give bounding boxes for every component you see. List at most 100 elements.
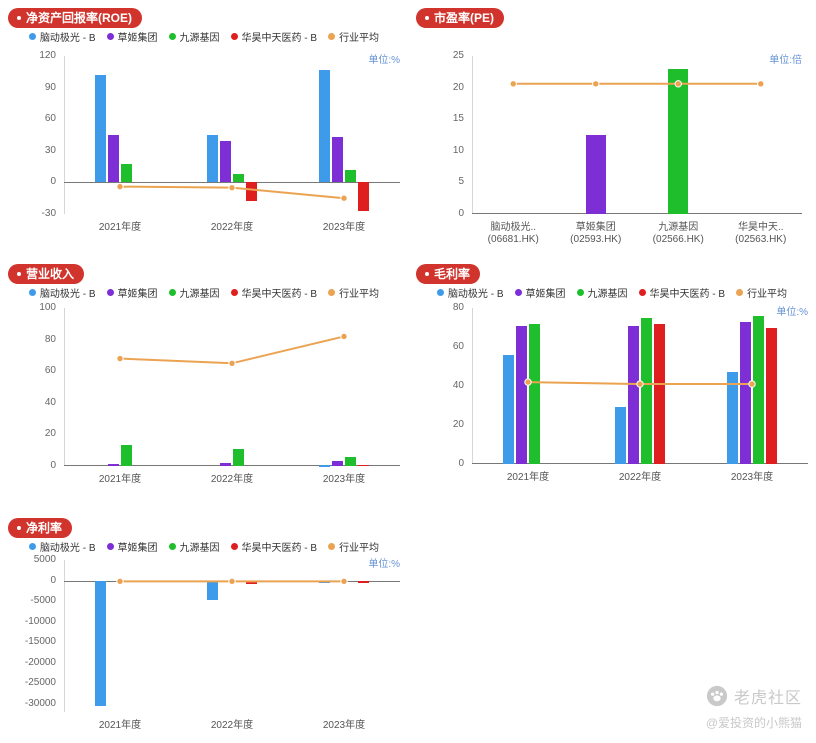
- unit-label: 单位:%: [368, 55, 400, 66]
- x-category-label: 2022年度: [618, 472, 662, 483]
- bar: [95, 580, 106, 706]
- bar: [641, 317, 652, 464]
- chart-title: 毛利率: [434, 267, 471, 281]
- zero-axis-line: [64, 182, 400, 184]
- chart-panel-gross-margin: 毛利率 脑动极光 - B 草姬集团 九源基因 华昊中天医药 - B 行业平均 单位:% 80 6…: [408, 256, 816, 508]
- line-point-marker: [340, 332, 348, 341]
- bar: [766, 327, 777, 464]
- line-point-marker: [748, 380, 756, 388]
- line-point-marker: [524, 378, 532, 386]
- bar: [332, 461, 343, 466]
- bar: [753, 315, 764, 464]
- chart-panel-roe: 净资产回报率(ROE) 脑动极光 - B 草姬集团 九源基因 华昊中天医药 - B 行业平…: [0, 0, 408, 252]
- industry-average-polyline: [119, 335, 345, 365]
- legend-item-green[interactable]: 九源基因: [168, 29, 220, 44]
- legend-dot-icon: [638, 289, 646, 296]
- bar: [529, 323, 540, 464]
- chart-title-badge: 毛利率: [416, 264, 481, 285]
- legend-item-blue[interactable]: 脑动极光 - B: [28, 539, 96, 554]
- bar: [345, 456, 356, 466]
- legend-item-purple[interactable]: 草姬集团: [106, 285, 158, 300]
- line-point-marker: [228, 183, 236, 192]
- legend-item-green[interactable]: 九源基因: [168, 285, 220, 300]
- x-category-label: 2023年度: [730, 472, 774, 483]
- bar: [246, 182, 257, 202]
- legend-label: 行业平均: [339, 289, 380, 300]
- legend-label: 九源基因: [179, 33, 220, 44]
- plot-area: [472, 308, 808, 464]
- legend-dot-icon: [28, 33, 36, 40]
- chart-legend: 脑动极光 - B 草姬集团 九源基因 华昊中天医药 - B 行业平均: [0, 29, 408, 44]
- bar: [108, 135, 119, 183]
- legend-item-red[interactable]: 华昊中天医药 - B: [230, 539, 317, 554]
- legend-dot-icon: [230, 543, 238, 550]
- line-point-marker: [636, 380, 644, 388]
- chart-title-badge: 营业收入: [8, 264, 85, 285]
- legend-label: 脑动极光 - B: [39, 543, 96, 554]
- zero-axis-line: [472, 463, 808, 464]
- y-tick-label: -25000: [24, 677, 56, 689]
- legend-label: 九源基因: [179, 543, 220, 554]
- bar: [615, 407, 626, 464]
- watermark: 老虎社区 @爱投资的小熊猫: [706, 684, 802, 731]
- legend-label: 草姬集团: [117, 543, 158, 554]
- x-category-label: 2022年度: [210, 474, 254, 485]
- legend-dot-icon: [106, 289, 114, 296]
- chart-panel-pe: 市盈率(PE) 单位:倍 25 20 15 10 5 0 脑动极光.. (06681.HK) 草姬…: [408, 0, 816, 252]
- legend-item-purple[interactable]: 草姬集团: [514, 285, 566, 300]
- bar: [727, 372, 738, 464]
- bar: [345, 169, 356, 183]
- bar: [358, 580, 369, 583]
- x-category-label: 草姬集团 (02593.HK): [570, 222, 622, 245]
- bar: [246, 580, 257, 585]
- y-tick-label: 0: [50, 460, 56, 471]
- bar: [628, 325, 639, 464]
- legend-dot-icon: [576, 289, 584, 296]
- legend-item-green[interactable]: 九源基因: [168, 539, 220, 554]
- x-category-label: 2022年度: [210, 720, 254, 731]
- legend-item-blue[interactable]: 脑动极光 - B: [436, 285, 504, 300]
- y-tick-label: -20000: [24, 656, 56, 668]
- y-tick-label: 20: [452, 419, 464, 430]
- legend-item-green[interactable]: 九源基因: [576, 285, 628, 300]
- bar: [95, 74, 106, 183]
- chart-title: 净利率: [26, 521, 63, 535]
- x-category-label: 2023年度: [322, 222, 366, 233]
- plot-area: [64, 560, 400, 712]
- unit-label: 单位:倍: [769, 55, 802, 66]
- y-axis-line: [64, 560, 65, 712]
- chart-legend: 脑动极光 - B 草姬集团 九源基因 华昊中天医药 - B 行业平均: [0, 539, 408, 554]
- legend-item-red[interactable]: 华昊中天医药 - B: [230, 29, 317, 44]
- y-tick-label: 0: [458, 458, 464, 469]
- y-tick-label: 20: [44, 428, 56, 440]
- bar: [358, 464, 369, 467]
- legend-item-blue[interactable]: 脑动极光 - B: [28, 29, 96, 44]
- bar: [319, 465, 330, 467]
- industry-average-line: [116, 577, 348, 586]
- unit-label: 单位:%: [776, 307, 808, 318]
- line-point-marker: [674, 80, 682, 88]
- bar: [121, 445, 132, 466]
- legend-label: 草姬集团: [117, 33, 158, 44]
- legend-item-purple[interactable]: 草姬集团: [106, 539, 158, 554]
- legend-item-orange[interactable]: 行业平均: [328, 285, 379, 300]
- y-tick-label: 90: [44, 81, 56, 93]
- legend-dot-icon: [168, 289, 176, 296]
- legend-item-orange[interactable]: 行业平均: [328, 539, 379, 554]
- line-point-marker: [757, 80, 765, 88]
- legend-label: 九源基因: [587, 289, 628, 300]
- chart-title: 营业收入: [26, 267, 75, 281]
- y-tick-label: -30000: [24, 697, 56, 709]
- legend-item-purple[interactable]: 草姬集团: [106, 29, 158, 44]
- legend-item-red[interactable]: 华昊中天医药 - B: [638, 285, 725, 300]
- y-tick-label: 15: [452, 113, 464, 125]
- legend-item-blue[interactable]: 脑动极光 - B: [28, 285, 96, 300]
- y-tick-label: 40: [452, 380, 464, 391]
- legend-item-orange[interactable]: 行业平均: [736, 285, 787, 300]
- plot-area: [472, 56, 802, 214]
- legend-item-red[interactable]: 华昊中天医药 - B: [230, 285, 317, 300]
- legend-item-orange[interactable]: 行业平均: [328, 29, 379, 44]
- unit-label: 单位:%: [368, 559, 400, 570]
- x-category-label: 华昊中天.. (02563.HK): [735, 222, 787, 245]
- legend-dot-icon: [28, 289, 36, 296]
